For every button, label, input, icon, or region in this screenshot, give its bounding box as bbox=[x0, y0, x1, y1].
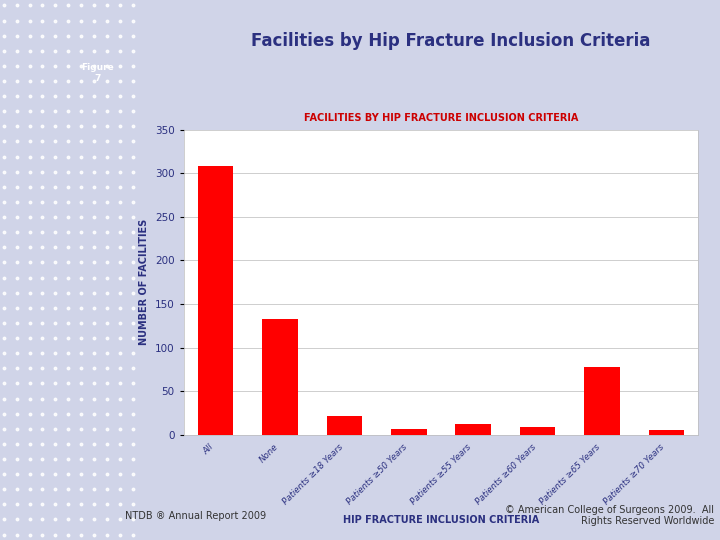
Bar bbox=[520, 427, 555, 435]
Text: Figure
7: Figure 7 bbox=[81, 63, 114, 83]
Bar bbox=[198, 166, 233, 435]
Bar bbox=[327, 415, 362, 435]
Bar bbox=[262, 319, 298, 435]
Text: © American College of Surgeons 2009.  All
Rights Reserved Worldwide: © American College of Surgeons 2009. All… bbox=[505, 505, 714, 526]
Bar bbox=[456, 424, 491, 435]
Text: Facilities by Hip Fracture Inclusion Criteria: Facilities by Hip Fracture Inclusion Cri… bbox=[251, 31, 650, 50]
Bar bbox=[649, 430, 684, 435]
Bar bbox=[391, 429, 426, 435]
Y-axis label: NUMBER OF FACILITIES: NUMBER OF FACILITIES bbox=[139, 219, 149, 345]
X-axis label: HIP FRACTURE INCLUSION CRITERIA: HIP FRACTURE INCLUSION CRITERIA bbox=[343, 515, 539, 524]
Bar bbox=[584, 367, 620, 435]
Text: NTDB ® Annual Report 2009: NTDB ® Annual Report 2009 bbox=[125, 511, 266, 521]
Title: FACILITIES BY HIP FRACTURE INCLUSION CRITERIA: FACILITIES BY HIP FRACTURE INCLUSION CRI… bbox=[304, 113, 578, 123]
